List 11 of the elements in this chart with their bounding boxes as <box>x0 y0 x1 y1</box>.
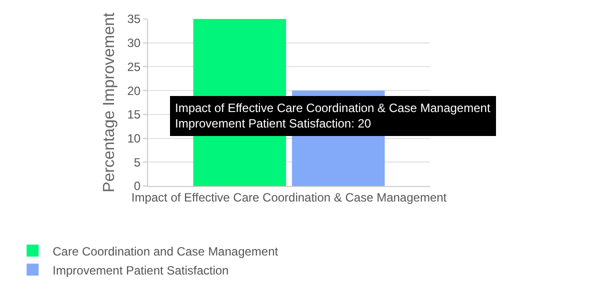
y-axis-title: Percentage Improvement <box>101 12 118 192</box>
legend-label: Care Coordination and Case Management <box>52 244 279 258</box>
legend-label: Improvement Patient Satisfaction <box>52 263 229 278</box>
y-tick-label: 15 <box>127 108 141 122</box>
y-tick-label: 5 <box>134 155 141 170</box>
annotation: Impact of Effective Care Coordination & Case Management Improvement Patient Satisfaction: 20 <box>175 101 491 131</box>
y-tick-label: 25 <box>127 60 141 74</box>
y-tick-label: 20 <box>127 84 141 98</box>
y-tick-label: 30 <box>127 36 141 50</box>
y-tick-label: 35 <box>127 12 141 26</box>
y-tick-label: 10 <box>127 131 141 146</box>
